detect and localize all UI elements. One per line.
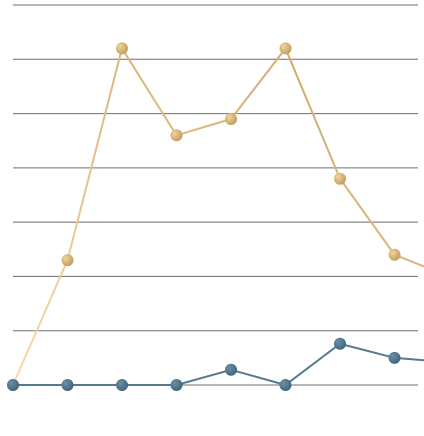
data-point-series-1-3 [170, 129, 183, 142]
data-point-series-1-5 [279, 42, 292, 55]
series-line-2 [13, 342, 424, 386]
data-point-series-1-1 [61, 254, 74, 267]
series-markers [7, 42, 401, 391]
data-point-series-2-5 [279, 379, 292, 391]
data-point-series-2-1 [61, 379, 74, 391]
data-point-series-2-3 [170, 379, 183, 391]
data-point-series-2-2 [116, 379, 128, 391]
data-point-series-2-7 [388, 351, 401, 364]
gridlines [13, 4, 418, 386]
data-point-series-1-2 [116, 42, 128, 55]
series-line-1 [12, 47, 424, 386]
data-point-series-1-7 [388, 248, 401, 261]
data-point-series-1-6 [334, 172, 346, 185]
data-point-series-2-0 [7, 379, 19, 391]
data-point-series-2-4 [225, 363, 237, 376]
series-lines [12, 47, 424, 386]
data-point-series-1-4 [225, 113, 237, 125]
data-point-series-2-6 [334, 337, 346, 350]
